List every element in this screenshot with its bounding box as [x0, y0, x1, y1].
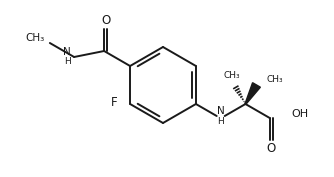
- Text: F: F: [111, 96, 117, 110]
- Text: O: O: [267, 141, 276, 155]
- Text: CH₃: CH₃: [26, 33, 45, 43]
- Text: N: N: [63, 47, 71, 57]
- Polygon shape: [245, 83, 261, 104]
- Text: H: H: [217, 116, 224, 125]
- Text: CH₃: CH₃: [223, 72, 240, 81]
- Text: OH: OH: [292, 109, 309, 119]
- Text: O: O: [101, 15, 110, 27]
- Text: H: H: [64, 56, 71, 65]
- Text: N: N: [217, 106, 224, 116]
- Text: CH₃: CH₃: [267, 75, 283, 84]
